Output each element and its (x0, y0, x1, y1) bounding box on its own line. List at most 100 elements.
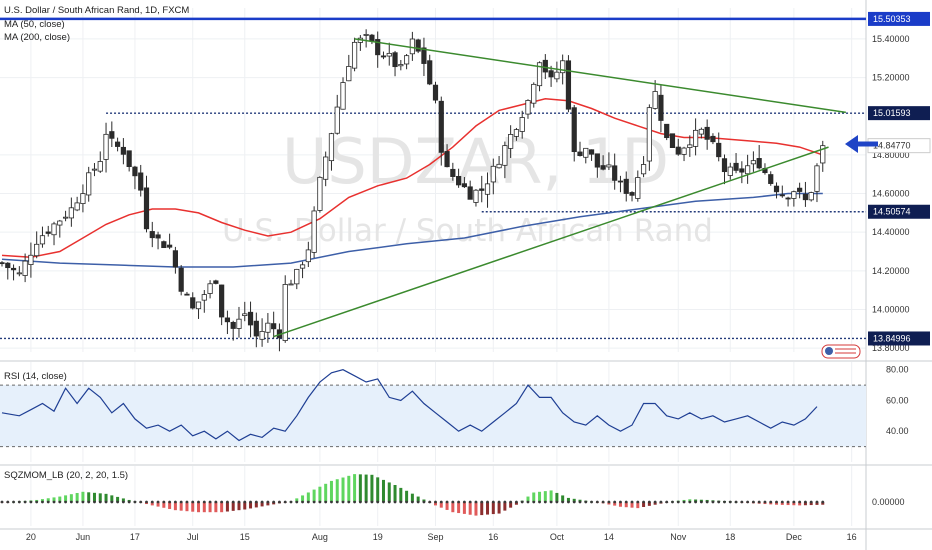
price-axis[interactable]: 15.40000 15.20000 14.80000 14.60000 14.40000… (867, 11, 931, 353)
squeeze-dot (480, 500, 484, 504)
candle-body-up (334, 106, 340, 134)
candle-body-up (814, 165, 820, 192)
squeeze-dot (416, 500, 420, 504)
momentum-bar (150, 502, 154, 506)
candle-body-up (39, 235, 46, 245)
momentum-bar (225, 502, 229, 512)
squeeze-dot (370, 500, 374, 504)
momentum-bar (358, 474, 362, 502)
momentum-bar (387, 482, 391, 502)
candle (346, 54, 352, 82)
squeeze-dot (266, 500, 270, 504)
price-badge-text: 13.84996 (873, 333, 911, 343)
momentum-bar (503, 502, 507, 511)
momentum-bar (191, 502, 195, 512)
candle-body-down (178, 267, 184, 292)
momentum-bar (434, 502, 437, 506)
squeeze-dot (185, 500, 189, 504)
squeeze-dot (584, 500, 588, 504)
squeeze-dot (543, 500, 547, 504)
candle-body-down (779, 194, 785, 197)
candle (629, 191, 635, 202)
candle-body-down (421, 47, 427, 64)
candle-body-up (693, 129, 699, 147)
candle (386, 42, 392, 66)
momentum-bar (393, 485, 397, 502)
candle-body-down (456, 175, 462, 186)
candle (519, 110, 525, 139)
candle (461, 177, 468, 188)
candle (502, 141, 508, 179)
price-tick-label: 14.40000 (872, 227, 910, 237)
momentum-bar (445, 502, 449, 510)
momentum-bar (410, 493, 414, 502)
candle-body-down (716, 142, 722, 158)
candle (745, 154, 751, 184)
momentum-bar (624, 502, 628, 508)
candle (554, 61, 560, 83)
candle-body-down (120, 146, 126, 155)
squeeze-dot (289, 500, 293, 504)
candle-body-up (311, 210, 317, 253)
candle (623, 171, 629, 202)
candle (334, 94, 340, 135)
candle (658, 85, 664, 133)
candle-body-up (560, 60, 566, 74)
candle (282, 275, 288, 343)
candle (490, 158, 496, 195)
trendlines (273, 38, 846, 338)
momentum-bar (295, 498, 299, 502)
candle-body-down (143, 187, 150, 230)
time-tick-label: 19 (373, 532, 383, 542)
candle (669, 133, 676, 148)
candle (68, 197, 74, 227)
candle (51, 221, 57, 246)
candle-body-down (739, 168, 745, 173)
momentum-bar (312, 489, 316, 502)
momentum-bar (69, 494, 73, 502)
momentum-bar (491, 502, 495, 515)
candle (149, 221, 155, 248)
candle-body-down (219, 284, 225, 318)
squeeze-dot (382, 500, 385, 504)
squeeze-dot (202, 500, 206, 504)
candle-body-up (635, 177, 641, 199)
squeeze-dot (364, 500, 368, 504)
squeeze-dot (532, 500, 536, 504)
candle (375, 31, 381, 68)
squeeze-dot (335, 500, 339, 504)
time-axis[interactable]: 20 Jun 17 Jul 15 Aug 19 Sep 16 Oct 14 Nov 18 Dec 16 (26, 532, 857, 542)
candle-body-down (149, 231, 155, 239)
candle (247, 301, 254, 338)
squeeze-dot (491, 500, 495, 504)
candle (444, 144, 450, 168)
squeeze-dot (792, 500, 796, 504)
squeeze-dot (468, 500, 472, 504)
momentum-bar (636, 502, 640, 509)
candle (531, 82, 537, 108)
time-tick-label: 18 (725, 532, 735, 542)
candle-body-down (704, 126, 710, 140)
momentum-bar (185, 502, 189, 512)
candle (288, 279, 294, 286)
candle-body-up (22, 260, 28, 276)
candle-body-up (536, 62, 543, 87)
momentum-bar (197, 502, 201, 513)
candle-body-up (606, 164, 612, 168)
momentum-bar (231, 502, 235, 511)
squeeze-dot (746, 500, 750, 504)
candle-body-up (340, 82, 346, 110)
candle (109, 121, 115, 147)
squeeze-dot (226, 500, 229, 504)
squeeze-dot (451, 500, 455, 504)
candle (398, 59, 404, 71)
squeeze-dot (555, 500, 559, 504)
candle-body-up (398, 64, 404, 67)
momentum-bar (376, 477, 380, 502)
squeeze-dot (590, 500, 593, 504)
momentum-bar (798, 502, 802, 506)
squeeze-dot (671, 500, 674, 504)
candle (39, 226, 46, 248)
candle (259, 318, 265, 347)
